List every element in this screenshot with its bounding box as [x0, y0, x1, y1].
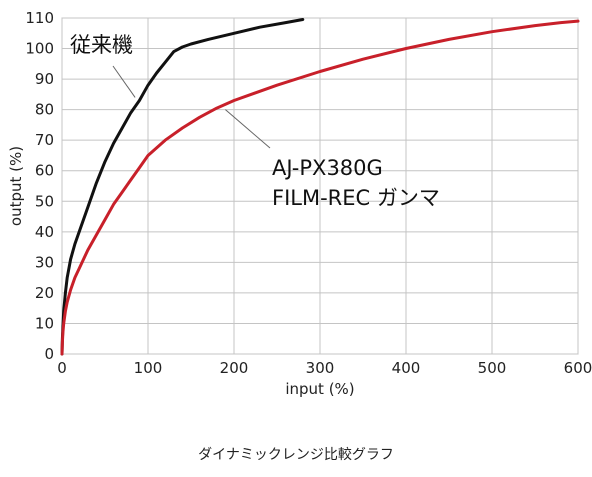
x-tick-label: 0 [57, 359, 67, 377]
annotation-label-0: 従来機 [70, 33, 133, 57]
y-tick-label: 60 [35, 162, 54, 180]
y-tick-label: 0 [44, 345, 54, 363]
series-lines [60, 18, 580, 356]
x-axis-title: input (%) [285, 380, 354, 398]
y-tick-label: 70 [35, 131, 54, 149]
grid [61, 17, 579, 355]
y-tick-label: 10 [35, 314, 54, 332]
y-tick-label: 50 [35, 192, 54, 210]
y-tick-label: 20 [35, 284, 54, 302]
series-line-0 [60, 18, 305, 356]
x-tick-label: 500 [478, 359, 507, 377]
y-axis-title: output (%) [7, 146, 25, 226]
y-tick-label: 90 [35, 70, 54, 88]
y-tick-label: 100 [25, 40, 54, 58]
x-tick-label: 200 [220, 359, 249, 377]
y-tick-label: 110 [25, 9, 54, 27]
x-tick-label: 600 [564, 359, 592, 377]
chart-caption: ダイナミックレンジ比較グラフ [198, 447, 394, 463]
annotation-leader-1 [225, 109, 271, 149]
annotation-label-1: AJ-PX380G [272, 156, 383, 180]
y-tick-label: 80 [35, 101, 54, 119]
x-tick-label: 300 [306, 359, 335, 377]
series-line-1 [60, 19, 580, 356]
annotations: 従来機 AJ-PX380G FILM-REC ガンマ [70, 33, 440, 210]
x-tick-label: 400 [392, 359, 421, 377]
dynamic-range-chart: 0 100 200 300 400 500 600 0 10 20 30 40 50 60 70 80 90 10… [7, 9, 592, 398]
annotation-label-1: FILM-REC ガンマ [272, 186, 440, 210]
tick-labels: 0 100 200 300 400 500 600 0 10 20 30 40 50 60 70 80 90 10… [25, 9, 592, 377]
y-tick-label: 40 [35, 223, 54, 241]
y-tick-label: 30 [35, 253, 54, 271]
x-tick-label: 100 [134, 359, 163, 377]
annotation-leader-0 [112, 65, 136, 98]
